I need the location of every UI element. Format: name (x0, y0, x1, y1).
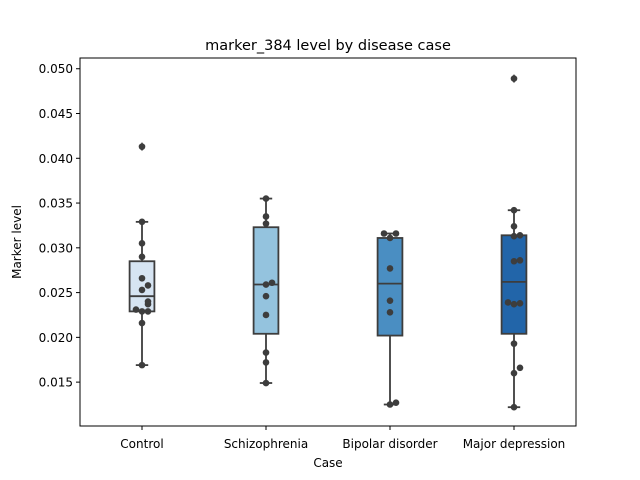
data-point (138, 143, 146, 150)
x-tick-label: Major depression (463, 437, 566, 451)
data-point (262, 359, 270, 366)
data-point (262, 379, 270, 387)
data-point (138, 240, 146, 247)
data-point (262, 213, 270, 220)
data-point (386, 265, 394, 272)
data-point (386, 297, 394, 304)
x-tick-label: Schizophrenia (224, 437, 308, 451)
data-point (386, 308, 394, 316)
data-point (262, 220, 270, 227)
data-point (138, 286, 146, 294)
data-point (510, 300, 518, 308)
data-point (516, 300, 524, 307)
data-point (510, 257, 518, 265)
data-point (262, 311, 270, 319)
data-point (510, 369, 518, 377)
data-point (516, 257, 524, 264)
data-point (138, 274, 146, 282)
y-tick-label: 0.040 (39, 152, 73, 166)
data-point (510, 232, 518, 240)
plot-frame (79, 57, 577, 427)
data-point (510, 223, 518, 230)
data-point (262, 281, 270, 288)
x-tick-label: Control (120, 437, 163, 451)
x-axis-label: Case (313, 456, 342, 470)
box-major-depression (500, 234, 528, 335)
data-point (516, 231, 524, 239)
data-point (144, 282, 152, 289)
data-point (138, 319, 146, 327)
y-axis: 0.015 0.020 0.025 0.030 0.035 0.040 0.045 0.050 (39, 62, 80, 390)
data-point (510, 340, 518, 347)
data-point (510, 75, 518, 82)
y-tick-label: 0.045 (39, 107, 73, 121)
data-point (262, 292, 270, 300)
chart-title: marker_384 level by disease case (205, 38, 451, 54)
data-point (144, 298, 152, 305)
data-point (138, 253, 146, 261)
data-point (516, 364, 524, 372)
data-point (262, 195, 270, 202)
data-point (510, 403, 518, 411)
data-point (386, 401, 394, 408)
y-tick-label: 0.025 (39, 286, 73, 300)
data-point (262, 349, 270, 356)
data-point (392, 230, 400, 237)
y-axis-label: Marker level (10, 205, 24, 279)
x-axis: Control Schizophrenia Bipolar disorder Majo… (120, 426, 565, 451)
data-point (510, 206, 518, 214)
data-point (504, 299, 512, 306)
data-point (144, 308, 152, 315)
y-tick-label: 0.020 (39, 331, 73, 345)
data-point (138, 361, 146, 369)
y-tick-label: 0.015 (39, 376, 73, 390)
data-point (138, 218, 146, 226)
plot-area (128, 74, 528, 411)
y-tick-label: 0.050 (39, 62, 73, 76)
y-tick-label: 0.030 (39, 241, 73, 255)
x-tick-label: Bipolar disorder (342, 437, 437, 451)
y-tick-label: 0.035 (39, 197, 73, 211)
data-point (380, 230, 388, 237)
box-bipolar-disorder (376, 237, 404, 337)
data-point (132, 306, 140, 313)
data-point (392, 399, 400, 407)
data-point (386, 234, 394, 242)
data-point (138, 308, 146, 315)
data-point (268, 279, 276, 287)
